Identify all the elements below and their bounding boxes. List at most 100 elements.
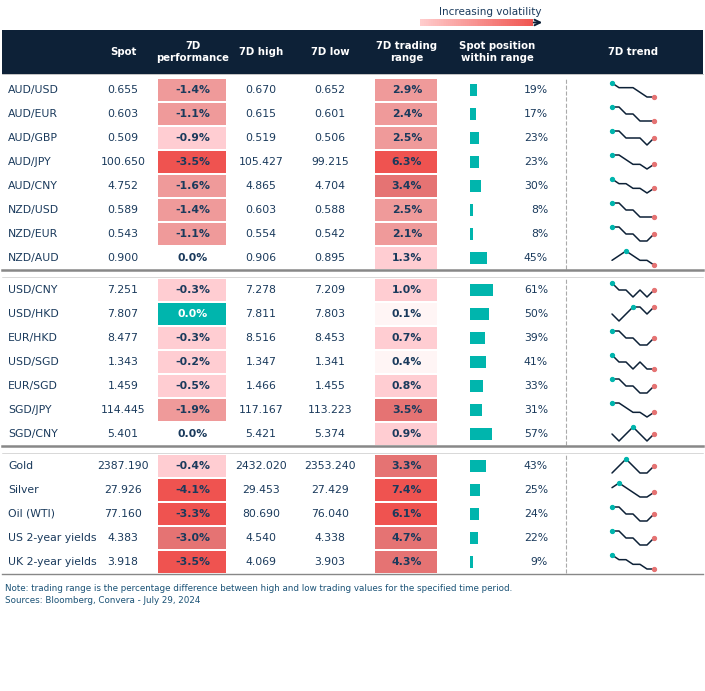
Text: 0.603: 0.603 [245, 205, 276, 215]
Text: 80.690: 80.690 [242, 509, 280, 519]
Bar [375, 527, 437, 549]
Text: 0.543: 0.543 [107, 229, 138, 239]
Text: 76.040: 76.040 [311, 509, 349, 519]
Text: 3.903: 3.903 [314, 557, 345, 567]
Text: 2353.240: 2353.240 [304, 461, 356, 471]
Text: 4.752: 4.752 [108, 181, 138, 191]
Text: 43%: 43% [524, 461, 548, 471]
Text: AUD/GBP: AUD/GBP [8, 133, 58, 143]
Bar [375, 175, 437, 197]
Bar [375, 151, 437, 173]
Bar [158, 103, 226, 125]
Text: 0.603: 0.603 [107, 109, 139, 119]
Text: 2.4%: 2.4% [392, 109, 422, 119]
Text: -1.4%: -1.4% [176, 205, 211, 215]
Text: 22%: 22% [524, 533, 548, 543]
Bar [375, 375, 437, 397]
Text: 4.7%: 4.7% [392, 533, 422, 543]
Text: 7.811: 7.811 [245, 309, 276, 319]
Text: 2.5%: 2.5% [392, 133, 422, 143]
Text: 0.900: 0.900 [107, 253, 139, 263]
Text: 39%: 39% [524, 333, 548, 343]
Text: 61%: 61% [524, 285, 548, 295]
Text: 99.215: 99.215 [311, 157, 349, 167]
Text: 4.704: 4.704 [314, 181, 345, 191]
Text: 0.7%: 0.7% [392, 333, 422, 343]
Bar [158, 151, 226, 173]
Text: USD/CNY: USD/CNY [8, 285, 57, 295]
Text: -0.9%: -0.9% [176, 133, 210, 143]
Bar [470, 356, 486, 368]
Text: 114.445: 114.445 [101, 405, 145, 415]
Text: 0.519: 0.519 [245, 133, 276, 143]
Bar [158, 175, 226, 197]
Text: UK 2-year yields: UK 2-year yields [8, 557, 97, 567]
Text: 3.4%: 3.4% [392, 181, 422, 191]
Bar [158, 223, 226, 245]
Bar [158, 479, 226, 501]
Bar [470, 460, 486, 472]
Text: AUD/JPY: AUD/JPY [8, 157, 51, 167]
Text: 0.4%: 0.4% [392, 357, 422, 367]
Bar [158, 399, 226, 421]
Text: 0.554: 0.554 [245, 229, 276, 239]
Text: 8%: 8% [531, 205, 548, 215]
Bar [470, 332, 485, 344]
Text: -1.1%: -1.1% [176, 229, 210, 239]
Bar [470, 404, 482, 416]
Bar [470, 428, 491, 440]
Text: 1.3%: 1.3% [392, 253, 422, 263]
Text: 5.374: 5.374 [314, 429, 345, 439]
Text: 7D low: 7D low [311, 47, 349, 57]
Text: -0.5%: -0.5% [176, 381, 210, 391]
Bar [158, 79, 226, 101]
Text: NZD/EUR: NZD/EUR [8, 229, 59, 239]
Text: 0.0%: 0.0% [178, 309, 208, 319]
Text: 0.615: 0.615 [245, 109, 276, 119]
Bar [375, 199, 437, 221]
Bar [470, 204, 473, 216]
Bar [158, 127, 226, 149]
Text: 6.1%: 6.1% [392, 509, 422, 519]
Bar [375, 79, 437, 101]
Text: 1.459: 1.459 [108, 381, 138, 391]
Text: 0.652: 0.652 [314, 85, 345, 95]
Text: Sources: Bloomberg, Convera - July 29, 2024: Sources: Bloomberg, Convera - July 29, 2… [5, 596, 200, 605]
Text: USD/SGD: USD/SGD [8, 357, 59, 367]
Text: 27.926: 27.926 [104, 485, 142, 495]
Bar [158, 279, 226, 301]
Text: 9%: 9% [531, 557, 548, 567]
Text: 5.421: 5.421 [245, 429, 276, 439]
Text: 0.8%: 0.8% [392, 381, 422, 391]
Text: 1.455: 1.455 [314, 381, 345, 391]
Text: 4.865: 4.865 [245, 181, 276, 191]
Text: EUR/SGD: EUR/SGD [8, 381, 58, 391]
Text: SGD/JPY: SGD/JPY [8, 405, 51, 415]
Text: 105.427: 105.427 [238, 157, 283, 167]
Bar [470, 284, 493, 296]
Text: -0.3%: -0.3% [176, 285, 211, 295]
Bar [375, 327, 437, 349]
Text: 0.895: 0.895 [314, 253, 345, 263]
Text: 2.9%: 2.9% [392, 85, 422, 95]
Bar [158, 551, 226, 573]
Text: EUR/HKD: EUR/HKD [8, 333, 58, 343]
Text: 8.477: 8.477 [108, 333, 138, 343]
Text: 100.650: 100.650 [101, 157, 145, 167]
Bar [375, 455, 437, 477]
Text: Increasing volatility: Increasing volatility [439, 7, 541, 17]
Bar [375, 223, 437, 245]
Text: 33%: 33% [524, 381, 548, 391]
Text: 3.5%: 3.5% [392, 405, 422, 415]
Text: 1.0%: 1.0% [392, 285, 422, 295]
Bar [158, 351, 226, 373]
Text: 0.601: 0.601 [314, 109, 345, 119]
Bar [375, 247, 437, 269]
Text: NZD/USD: NZD/USD [8, 205, 59, 215]
Text: 23%: 23% [524, 157, 548, 167]
Text: 2.5%: 2.5% [392, 205, 422, 215]
Text: 30%: 30% [524, 181, 548, 191]
Text: 3.3%: 3.3% [392, 461, 422, 471]
Text: 4.540: 4.540 [245, 533, 276, 543]
Text: Gold: Gold [8, 461, 33, 471]
